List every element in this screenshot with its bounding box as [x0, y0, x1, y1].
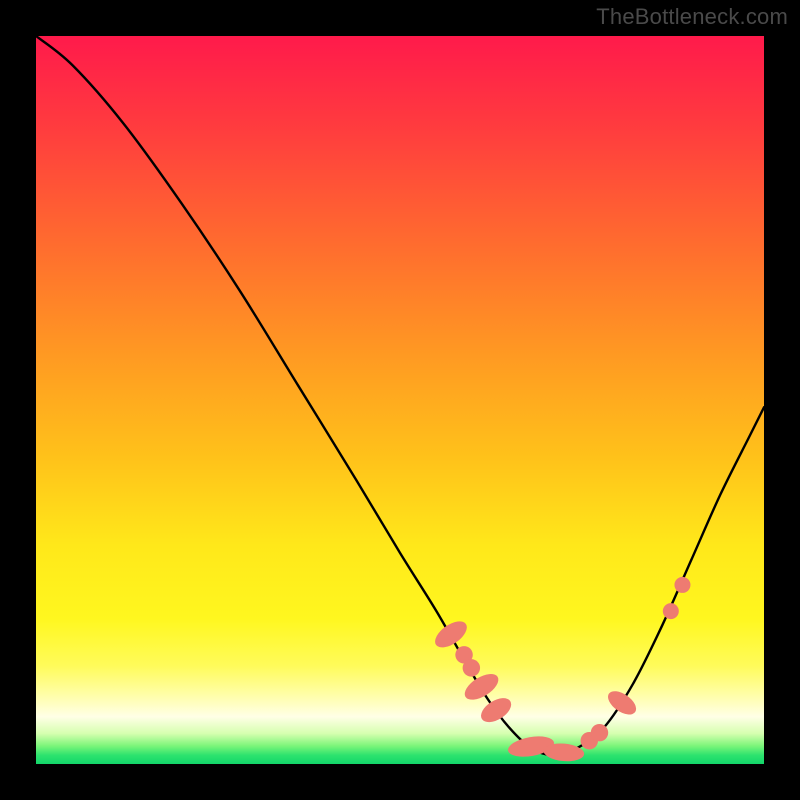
data-marker: [591, 724, 608, 741]
data-marker: [674, 577, 690, 593]
curve-layer: [36, 36, 764, 764]
data-marker: [463, 659, 480, 676]
data-marker: [604, 687, 640, 720]
watermark-text: TheBottleneck.com: [596, 4, 788, 30]
root: TheBottleneck.com: [0, 0, 800, 800]
data-marker: [663, 603, 679, 619]
bottleneck-curve: [36, 36, 764, 755]
plot-area: [36, 36, 764, 764]
data-marker: [477, 693, 515, 727]
